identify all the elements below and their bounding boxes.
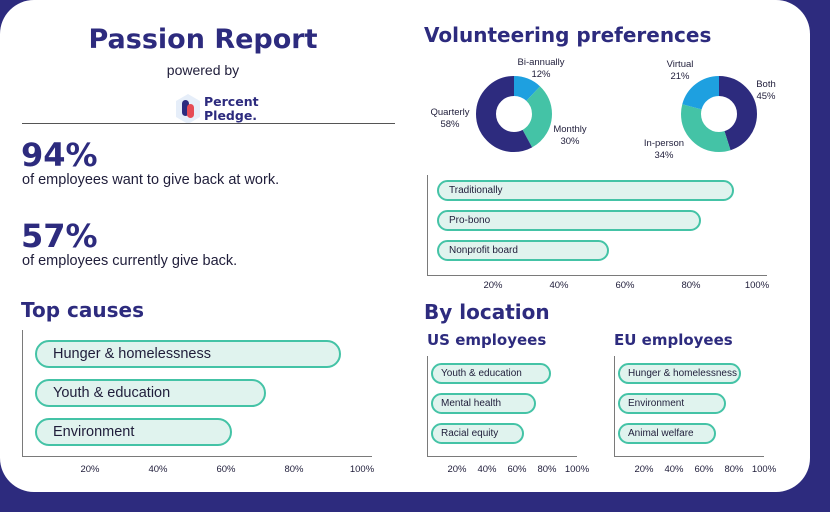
us-employees-y-axis [427, 356, 428, 456]
by-location-title: By location [424, 300, 550, 324]
us-employees-tick-label: 60% [507, 464, 527, 475]
eu-employees-tick-label: 100% [751, 464, 777, 475]
top-causes-tick-label: 40% [148, 464, 168, 475]
top-causes-x-axis [22, 456, 372, 457]
frequency-slice-monthly [476, 76, 552, 152]
volunteer-type-tick-label: 100% [744, 280, 770, 291]
eu-employees-title: EU employees [614, 331, 733, 349]
powered-by-label: powered by [166, 62, 240, 78]
stat-value-currently-give: 57% [21, 217, 98, 255]
eu-employees-bar: Hunger & homelessness [618, 363, 741, 384]
top-causes-tick-label: 60% [216, 464, 236, 475]
top-causes-bar: Youth & education [35, 379, 267, 407]
mode-slice-in-person [681, 76, 757, 152]
mode-donut-chart [681, 76, 757, 152]
top-causes-tick-label: 80% [284, 464, 304, 475]
volunteer-type-bar: Nonprofit board [437, 240, 609, 261]
us-employees-tick-label: 40% [477, 464, 497, 475]
volunteer-type-y-axis [427, 175, 428, 275]
top-causes-title: Top causes [21, 298, 144, 322]
logo-text-line1: Percent [204, 94, 259, 109]
top-causes-tick-label: 100% [349, 464, 375, 475]
eu-employees-y-axis [614, 356, 615, 456]
us-employees-title: US employees [427, 331, 547, 349]
percent-pledge-logo-icon [176, 94, 200, 124]
volunteer-type-x-axis [427, 275, 767, 276]
us-employees-tick-label: 80% [537, 464, 557, 475]
top-causes-y-axis [22, 330, 23, 456]
donut-label-bi-annually: Bi-annually 12% [517, 57, 565, 80]
eu-employees-tick-label: 20% [634, 464, 654, 475]
us-employees-bar: Racial equity [431, 423, 524, 444]
volunteer-type-tick-label: 20% [483, 280, 503, 291]
donut-label-in-person: In-person 34% [643, 138, 685, 161]
donut-label-both: Both 45% [756, 79, 776, 102]
volunteer-type-tick-label: 80% [681, 280, 701, 291]
top-causes-bar: Environment [35, 418, 233, 446]
us-employees-bar: Youth & education [431, 363, 551, 384]
volunteer-type-bar: Traditionally [437, 180, 734, 201]
stat-text-currently-give: of employees currently give back. [22, 253, 238, 269]
eu-employees-tick-label: 60% [694, 464, 714, 475]
donut-label-monthly: Monthly 30% [553, 124, 587, 147]
frequency-donut-chart [476, 76, 552, 152]
frequency-slice-quarterly [476, 76, 552, 152]
top-causes-bar: Hunger & homelessness [35, 340, 341, 368]
volunteering-preferences-title: Volunteering preferences [424, 23, 712, 47]
stat-value-want-to-give: 94% [21, 136, 98, 174]
donut-label-quarterly: Quarterly 58% [430, 107, 470, 130]
page-title: Passion Report [88, 24, 318, 55]
donut-label-virtual: Virtual 21% [666, 59, 694, 82]
report-card: Passion Report powered by Percent Pledge… [0, 0, 810, 492]
eu-employees-tick-label: 80% [724, 464, 744, 475]
volunteer-type-bar: Pro-bono [437, 210, 701, 231]
us-employees-x-axis [427, 456, 577, 457]
logo-text-line2: Pledge. [204, 108, 258, 123]
header-divider [22, 123, 395, 124]
percent-pledge-logo[interactable]: Percent Pledge. [174, 93, 264, 125]
top-causes-tick-label: 20% [80, 464, 100, 475]
us-employees-bar: Mental health [431, 393, 536, 414]
stat-text-want-to-give: of employees want to give back at work. [22, 172, 280, 188]
eu-employees-bar: Animal welfare [618, 423, 716, 444]
us-employees-tick-label: 100% [564, 464, 590, 475]
eu-employees-tick-label: 40% [664, 464, 684, 475]
mode-slice-virtual [681, 76, 757, 152]
us-employees-tick-label: 20% [447, 464, 467, 475]
eu-employees-bar: Environment [618, 393, 726, 414]
volunteer-type-tick-label: 60% [615, 280, 635, 291]
volunteer-type-tick-label: 40% [549, 280, 569, 291]
eu-employees-x-axis [614, 456, 764, 457]
